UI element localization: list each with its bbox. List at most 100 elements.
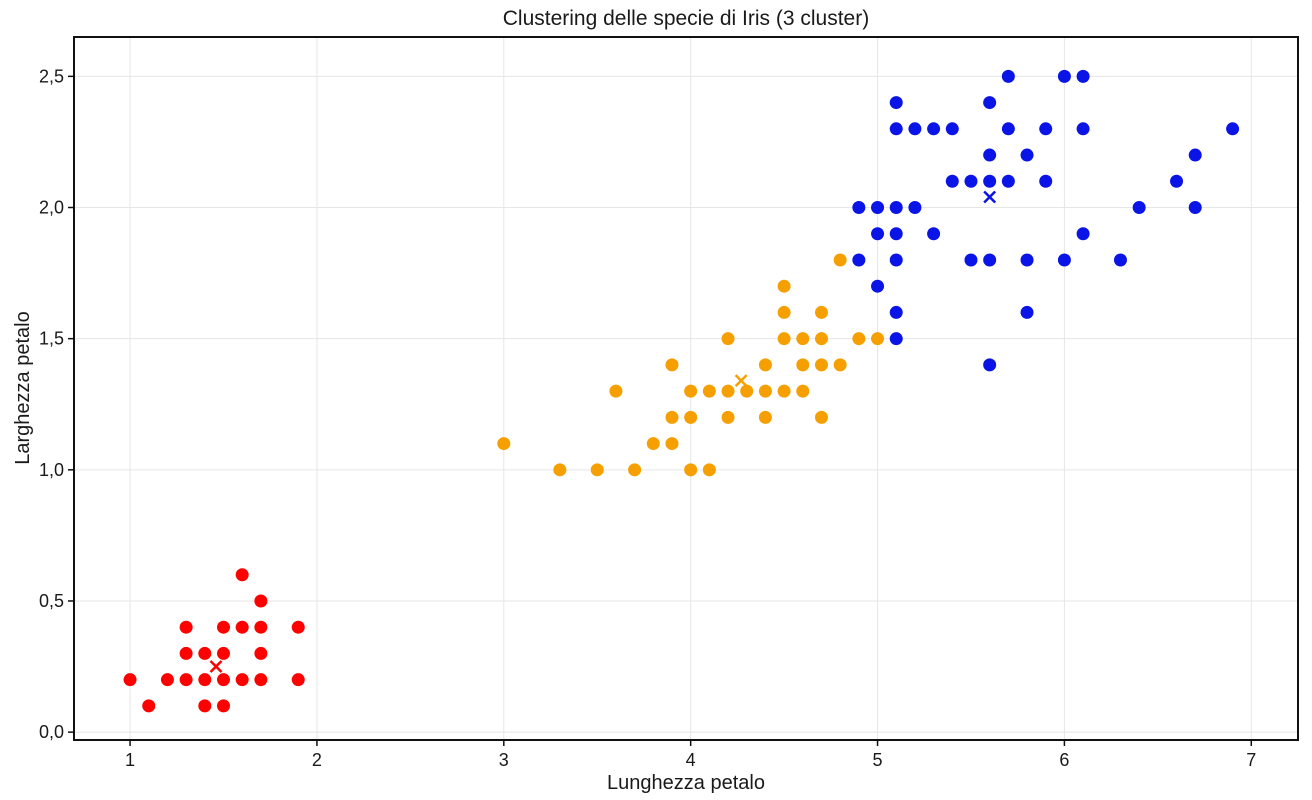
data-point <box>628 463 642 477</box>
data-point <box>198 699 212 713</box>
data-point <box>758 410 772 424</box>
data-point <box>702 384 716 398</box>
data-point <box>1132 201 1146 215</box>
data-point <box>665 437 679 451</box>
centroid-stroke <box>983 190 997 204</box>
data-point <box>983 174 997 188</box>
data-point <box>814 358 828 372</box>
data-point <box>814 332 828 346</box>
data-point <box>1001 122 1015 136</box>
y-tick-label: 2,0 <box>39 198 64 218</box>
data-point <box>609 384 623 398</box>
data-point <box>1170 174 1184 188</box>
data-point <box>1001 69 1015 83</box>
data-point <box>216 673 230 687</box>
data-point <box>889 227 903 241</box>
y-tick-label: 1,0 <box>39 460 64 480</box>
data-point <box>777 305 791 319</box>
data-point <box>497 437 511 451</box>
data-point <box>198 646 212 660</box>
y-tick-label: 0,5 <box>39 591 64 611</box>
x-tick-label: 2 <box>312 750 322 770</box>
data-point <box>160 673 174 687</box>
data-point <box>814 305 828 319</box>
x-axis-ticks: 1 2 3 4 5 6 7 <box>125 740 1256 770</box>
data-point <box>833 358 847 372</box>
data-point <box>740 384 754 398</box>
plot-frame <box>73 36 1299 741</box>
data-point <box>927 227 941 241</box>
x-tick-label: 1 <box>125 750 135 770</box>
data-point <box>1113 253 1127 267</box>
data-point <box>1020 148 1034 162</box>
data-point <box>871 201 885 215</box>
data-point <box>1057 253 1071 267</box>
x-tick-label: 4 <box>686 750 696 770</box>
data-point <box>871 279 885 293</box>
data-point <box>852 201 866 215</box>
data-point <box>235 568 249 582</box>
data-point <box>216 646 230 660</box>
data-point <box>553 463 567 477</box>
data-point <box>796 384 810 398</box>
data-point <box>983 96 997 110</box>
data-point <box>964 253 978 267</box>
data-point <box>684 410 698 424</box>
data-point <box>179 673 193 687</box>
centroid-marker <box>734 374 748 388</box>
data-point <box>684 384 698 398</box>
y-axis-ticks: 0,0 0,5 1,0 1,5 2,0 2,5 <box>39 66 74 742</box>
data-point <box>1076 122 1090 136</box>
data-point <box>889 201 903 215</box>
data-point <box>721 332 735 346</box>
data-point <box>1188 201 1202 215</box>
data-point <box>796 358 810 372</box>
data-point <box>908 122 922 136</box>
data-point <box>198 673 212 687</box>
x-tick-label: 5 <box>873 750 883 770</box>
x-tick-label: 7 <box>1246 750 1256 770</box>
data-point <box>777 279 791 293</box>
data-point <box>721 384 735 398</box>
data-point <box>721 410 735 424</box>
data-point <box>1188 148 1202 162</box>
data-point <box>758 384 772 398</box>
data-point <box>777 384 791 398</box>
data-point <box>702 463 716 477</box>
grid <box>74 37 1298 740</box>
data-point <box>833 253 847 267</box>
data-point <box>889 122 903 136</box>
y-tick-label: 1,5 <box>39 329 64 349</box>
data-point <box>216 699 230 713</box>
chart-title: Clustering delle specie di Iris (3 clust… <box>503 7 869 30</box>
data-point <box>254 646 268 660</box>
data-point <box>814 410 828 424</box>
data-point <box>684 463 698 477</box>
centroid-markers <box>209 190 997 673</box>
data-point <box>889 253 903 267</box>
centroid-marker <box>983 190 997 204</box>
data-point <box>665 410 679 424</box>
data-point <box>254 673 268 687</box>
data-point <box>908 201 922 215</box>
centroid-marker <box>209 660 223 673</box>
data-point <box>291 673 305 687</box>
data-point <box>777 332 791 346</box>
data-point <box>983 253 997 267</box>
data-point <box>646 437 660 451</box>
data-point <box>1226 122 1240 136</box>
y-tick-label: 0,0 <box>39 722 64 742</box>
y-tick-label: 2,5 <box>39 66 64 86</box>
data-point <box>889 332 903 346</box>
data-point <box>142 699 156 713</box>
data-point <box>235 673 249 687</box>
x-tick-label: 6 <box>1059 750 1069 770</box>
data-point <box>1039 122 1053 136</box>
data-point <box>179 620 193 634</box>
data-point <box>852 332 866 346</box>
data-point <box>945 122 959 136</box>
data-point <box>1057 69 1071 83</box>
data-point <box>590 463 604 477</box>
data-point <box>216 620 230 634</box>
